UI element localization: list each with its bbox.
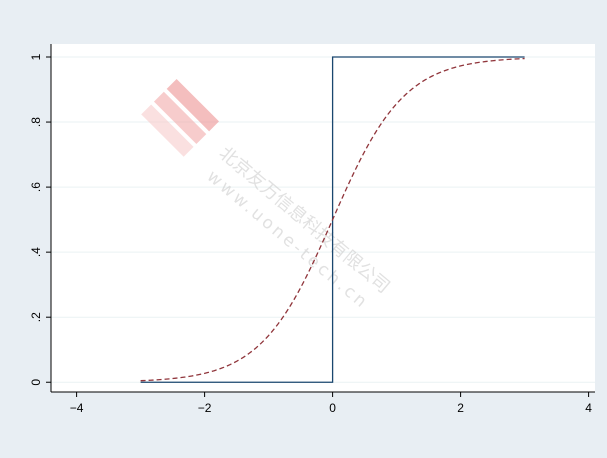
y-tick-label-0: 0 bbox=[29, 379, 43, 386]
x-tick-label-4: 4 bbox=[585, 401, 592, 415]
x-tick-label-2: 0 bbox=[329, 401, 336, 415]
x-tick-label-0: −4 bbox=[70, 401, 84, 415]
x-axis-ticks: −4 −2 0 2 4 bbox=[70, 392, 592, 415]
y-tick-label-4: .8 bbox=[29, 117, 43, 127]
series-line-1 bbox=[140, 57, 525, 382]
y-tick-label-3: .6 bbox=[29, 182, 43, 192]
y-tick-label-1: .2 bbox=[29, 312, 43, 322]
plot-area bbox=[51, 44, 595, 392]
y-axis-ticks: 0 .2 .4 .6 .8 1 bbox=[29, 53, 51, 386]
watermark-logo bbox=[141, 78, 220, 157]
series-layer bbox=[140, 56, 525, 383]
y-tick-label-5: 1 bbox=[29, 53, 43, 60]
y-tick-label-2: .4 bbox=[29, 247, 43, 257]
x-tick-label-1: −2 bbox=[198, 401, 212, 415]
x-tick-label-3: 2 bbox=[457, 401, 464, 415]
